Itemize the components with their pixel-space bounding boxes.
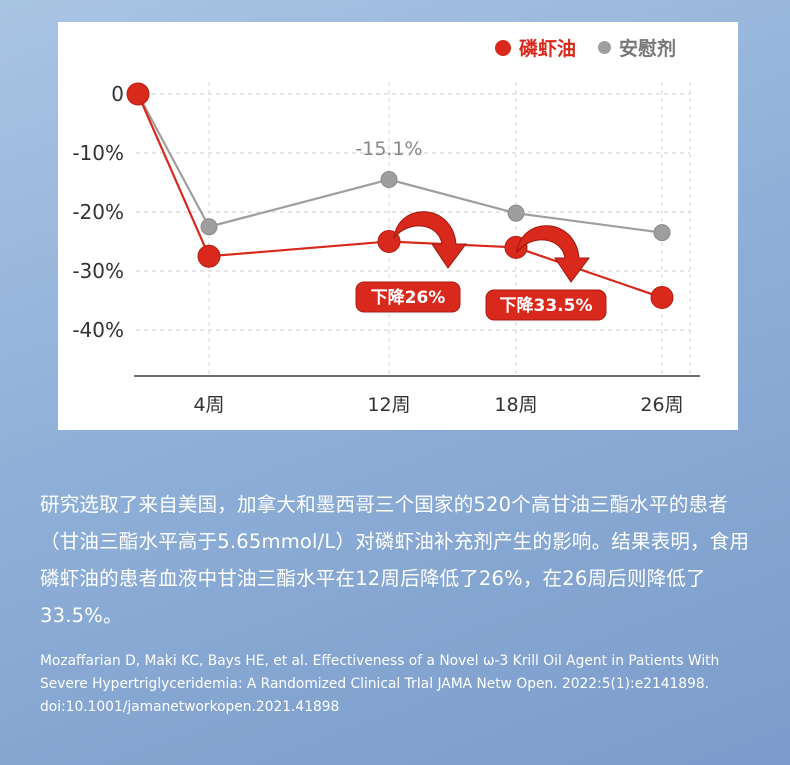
curved-down-arrow-icon [393, 211, 467, 269]
legend-item-krill-oil: 磷虾油 [494, 34, 576, 61]
x-tick-label: 12周 [367, 394, 410, 416]
chart-plot: 0 -10% -20% -30% -40% 4周 12周 18周 26周 -15.1% 下降26% 下… [72, 82, 700, 416]
data-point-placebo [507, 204, 525, 222]
series-line-krill-oil [136, 93, 663, 299]
data-point-placebo [200, 218, 218, 236]
legend-label-krill-oil: 磷虾油 [518, 38, 576, 60]
chart-card: 0 -10% -20% -30% -40% 4周 12周 18周 26周 -15.1% 下降26% 下… [58, 22, 738, 430]
callout-krill-18w-label: 下降33.5% [500, 295, 593, 316]
callout-krill-12w-box [355, 281, 461, 313]
callout-krill-18w-box [485, 289, 607, 321]
data-point-placebo [653, 224, 671, 242]
curved-down-arrow-icon [516, 225, 590, 283]
legend-marker-krill-oil [494, 39, 511, 56]
data-point-krill-oil [197, 244, 221, 268]
data-point-krill-oil [650, 286, 674, 310]
y-tick-label: 0 [111, 82, 124, 106]
y-tick-label: -30% [72, 259, 124, 283]
legend-marker-placebo [597, 41, 611, 54]
x-tick-label: 26周 [640, 394, 683, 416]
data-point-placebo [380, 171, 398, 189]
legend-label-placebo: 安慰剂 [618, 38, 676, 60]
x-tick-label: 4周 [193, 394, 224, 416]
data-point-krill-oil [126, 82, 150, 106]
x-tick-label: 18周 [494, 394, 537, 416]
chart-legend: 磷虾油 安慰剂 [494, 34, 676, 61]
callout-krill-12w-label: 下降26% [371, 287, 446, 308]
annotation-placebo-12w: -15.1% [355, 138, 422, 160]
y-tick-label: -40% [72, 318, 124, 342]
study-description: 研究选取了来自美国，加拿大和墨西哥三个国家的520个高甘油三酯水平的患者（甘油三… [40, 493, 750, 627]
y-tick-label: -20% [72, 200, 124, 224]
reference-citation: Mozaffarian D, Maki KC, Bays HE, et al. … [40, 653, 720, 715]
y-tick-label: -10% [72, 141, 124, 165]
legend-item-placebo: 安慰剂 [597, 34, 676, 61]
